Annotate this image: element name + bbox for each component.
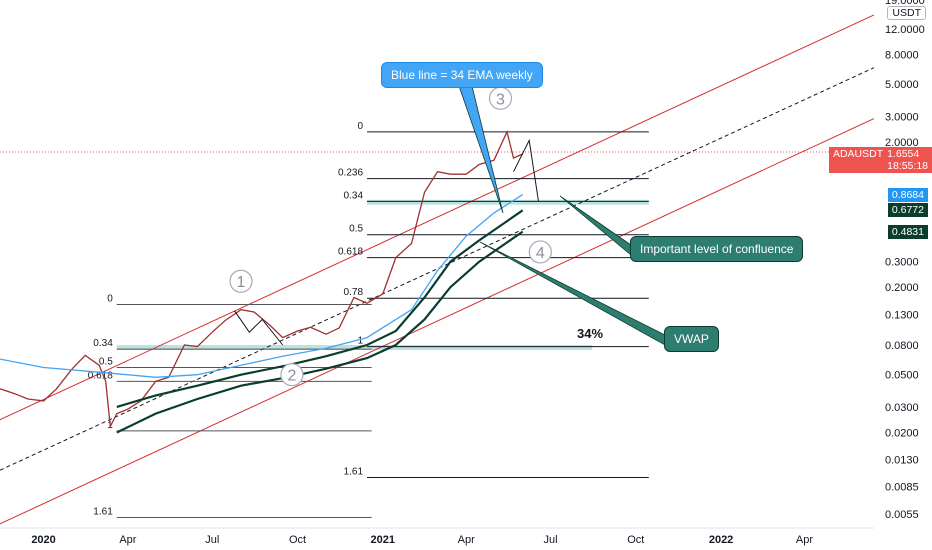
price-tick-label: 2.0000 [885, 137, 919, 149]
time-tick-label: 2021 [371, 534, 395, 546]
wave-circle [229, 269, 253, 293]
wave-number: 3 [496, 91, 505, 108]
price-axis-ticks: 19.0000 12.0000 8.0000 5.0000 3.0000 2.0000 0.… [885, 0, 925, 521]
price-tick-label: 0.0055 [885, 509, 919, 521]
wave-labels: 1 2 3 4 [229, 86, 552, 387]
price-tick-label: 0.0300 [885, 402, 919, 414]
fib-level-label: 0 [107, 294, 113, 305]
wave-number: 2 [287, 368, 296, 385]
wave-circle [528, 240, 552, 264]
fib-level-label: 0 [357, 121, 363, 132]
price-tag: ADAUSDT 1.6554 18:55:18 [828, 146, 932, 173]
time-tick-label: Jul [205, 534, 219, 546]
last-price-value: 1.6554 [887, 147, 920, 160]
fib-level-label: 1.61 [344, 466, 364, 477]
price-tick-label: 0.3000 [885, 257, 919, 269]
time-axis-ticks: 2020 Apr Jul Oct 2021 Apr Jul Oct 2022 Apr [31, 534, 813, 546]
time-tick-label: Jul [544, 534, 558, 546]
wave-zigzags [234, 138, 539, 346]
fib-level-label: 1.61 [93, 506, 113, 517]
vwap-callout: VWAP [664, 326, 719, 352]
price-tag: 0.8684 [887, 187, 928, 202]
ema-callout: Blue line = 34 EMA weekly [381, 62, 543, 88]
time-tick-label: 2020 [31, 534, 55, 546]
price-tick-label: 0.2000 [885, 282, 919, 294]
time-tick-label: Apr [119, 534, 136, 546]
fib-level-label: 0.34 [344, 190, 364, 201]
percent-annotation: 34% [577, 326, 603, 341]
price-line [0, 129, 523, 429]
price-tick-label: 0.1300 [885, 309, 919, 321]
symbol-label: ADAUSDT [832, 147, 884, 160]
channel-line [0, 118, 875, 525]
fib-level-label: 0.618 [338, 247, 363, 258]
ema-line [0, 194, 524, 378]
channel-lines [0, 14, 875, 525]
time-tick-label: Apr [458, 534, 475, 546]
time-tick-label: Apr [796, 534, 813, 546]
fib-level-label: 0.34 [93, 338, 113, 349]
fib-level-label: 0.236 [338, 168, 363, 179]
price-tick-label: 0.0130 [885, 455, 919, 467]
price-tag: 0.4831 [887, 224, 928, 239]
price-tag: 0.6772 [887, 203, 928, 218]
fib-level-label: 1 [357, 336, 363, 347]
wave-zigzag [234, 310, 284, 346]
fib-level-label: 0.78 [344, 287, 364, 298]
currency-label: USDT [887, 6, 926, 20]
time-tick-label: Oct [627, 534, 644, 546]
fib-level-label: 0.618 [88, 370, 113, 381]
fib-level-label: 0.5 [99, 357, 113, 368]
price-tick-label: 8.0000 [885, 50, 919, 62]
countdown-timer: 18:55:18 [887, 159, 928, 172]
last-price-block: 1.6554 18:55:18 [887, 148, 928, 172]
wave-number: 4 [536, 245, 545, 262]
time-tick-label: 2022 [709, 534, 733, 546]
price-tick-label: 0.0500 [885, 370, 919, 382]
wave-zigzag [513, 138, 539, 202]
price-tick-label: 5.0000 [885, 79, 919, 91]
price-tick-label: 19.0000 [885, 0, 925, 7]
vwap-line [116, 230, 524, 434]
vwap-line [116, 209, 524, 408]
price-tick-label: 12.0000 [885, 24, 925, 36]
channel-midline [0, 67, 875, 471]
wave-circle [280, 363, 304, 387]
price-tick-label: 0.0800 [885, 340, 919, 352]
confluence-zone [367, 199, 649, 205]
price-axis [874, 0, 932, 550]
channel-line [0, 14, 875, 421]
callout-pointers [458, 85, 666, 346]
chart-series [0, 129, 524, 434]
time-tick-label: Oct [289, 534, 306, 546]
wave-number: 1 [237, 274, 246, 291]
price-tick-label: 3.0000 [885, 111, 919, 123]
fib-level-label: 0.5 [349, 224, 363, 235]
price-tick-label: 0.0085 [885, 481, 919, 493]
price-tick-label: 0.0200 [885, 427, 919, 439]
confluence-callout: Important level of confluence [630, 236, 804, 262]
